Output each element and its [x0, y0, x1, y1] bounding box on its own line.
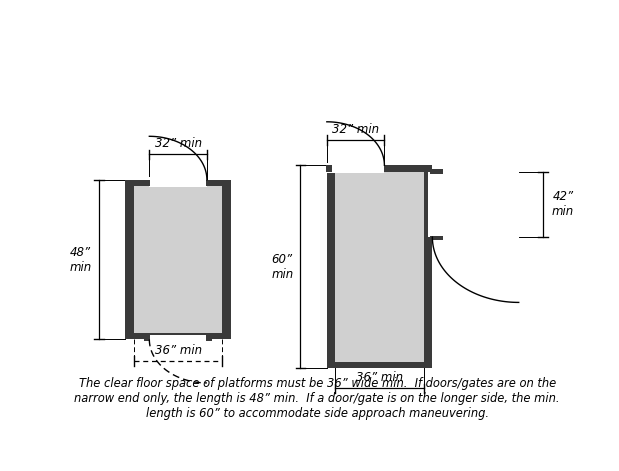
Text: 32” min: 32” min — [155, 137, 202, 150]
Bar — [424, 165, 433, 368]
Bar — [125, 333, 231, 340]
Bar — [125, 180, 134, 340]
Text: 60”
min: 60” min — [271, 253, 293, 281]
Bar — [428, 172, 445, 237]
Text: 32” min: 32” min — [332, 122, 379, 136]
Text: 48”
min: 48” min — [69, 245, 92, 274]
Bar — [134, 187, 222, 333]
Bar — [149, 177, 207, 187]
Bar — [327, 165, 335, 368]
Bar — [430, 236, 443, 240]
Bar — [326, 165, 332, 172]
Bar — [335, 172, 424, 362]
Text: The clear floor space of platforms must be 36” wide min.  If doors/gates are on : The clear floor space of platforms must … — [74, 377, 560, 421]
Bar — [144, 334, 150, 341]
Bar — [327, 362, 432, 368]
Text: 42”
min: 42” min — [552, 190, 574, 219]
Bar — [430, 169, 443, 174]
Bar — [149, 335, 207, 343]
Bar — [384, 165, 389, 172]
Text: 36” min: 36” min — [155, 344, 202, 357]
Bar — [222, 180, 231, 340]
Bar — [327, 162, 384, 172]
Bar — [206, 334, 212, 341]
Bar — [327, 165, 432, 172]
Text: 36” min: 36” min — [356, 371, 403, 384]
Bar — [125, 180, 231, 187]
Bar — [206, 180, 212, 187]
Bar — [144, 180, 150, 187]
